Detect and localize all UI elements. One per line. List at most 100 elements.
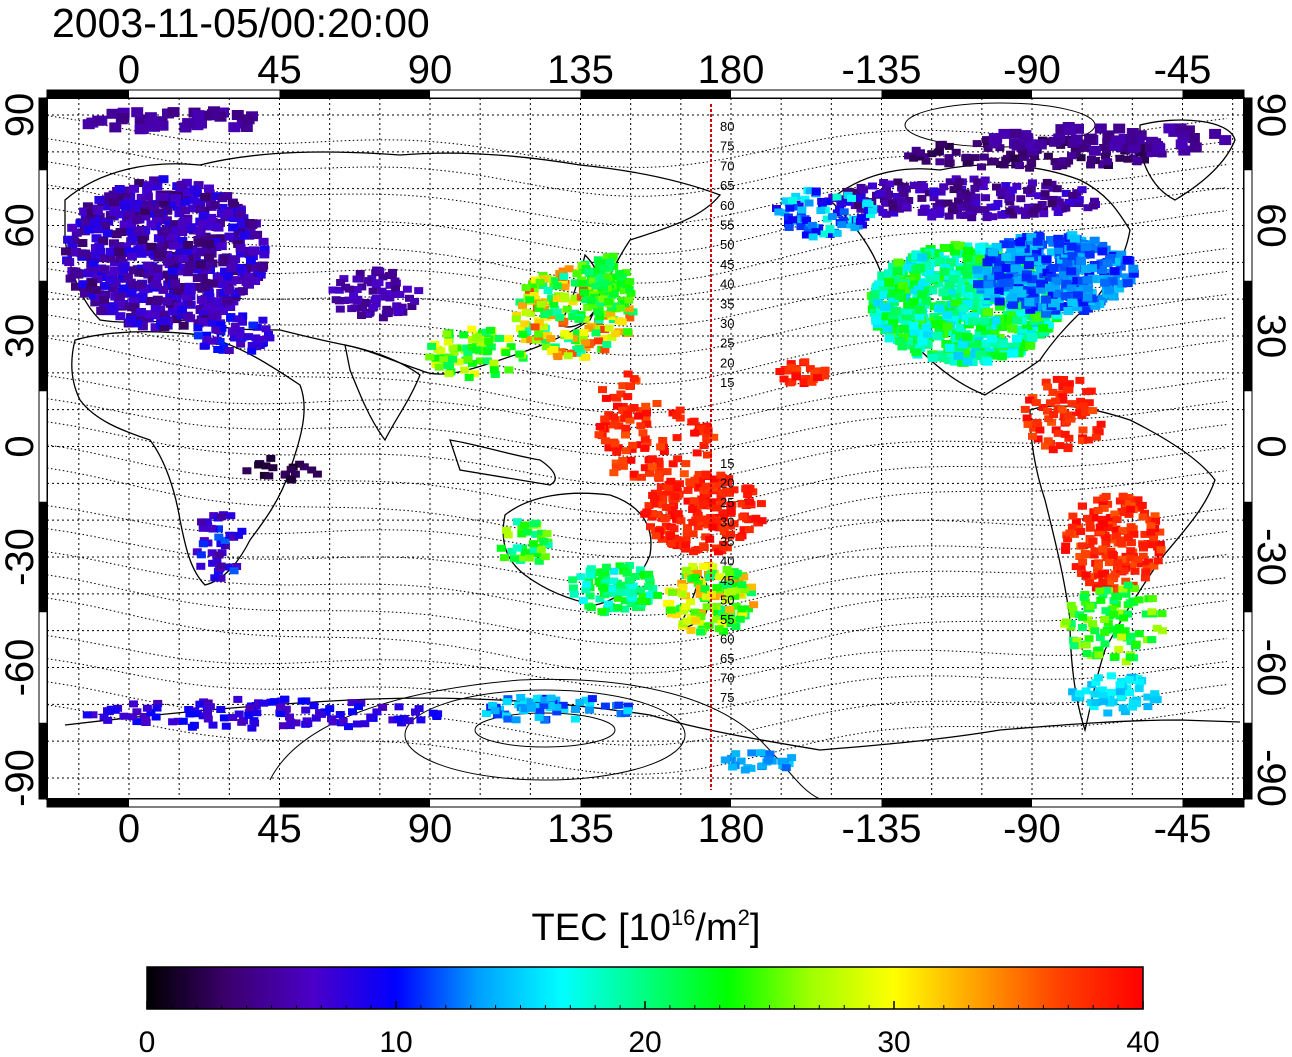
tec-patch [144,310,155,319]
tec-patch [387,271,397,278]
tec-patch [1115,142,1128,153]
tec-patch [383,310,393,317]
tec-patch [98,237,109,246]
tec-patch [1029,210,1039,218]
tec-patch [927,150,937,158]
tec-patch [1011,277,1022,286]
tec-patch [814,224,824,232]
tec-patch [526,704,536,712]
tec-patch [1047,418,1057,426]
tec-patch [239,230,250,239]
tec-patch [230,322,240,330]
tec-patch [178,254,189,263]
tec-patch [901,314,912,323]
tec-patch [672,611,682,619]
tec-patch [628,589,638,597]
tec-patch [1129,598,1139,606]
tec-patch [736,757,746,765]
tec-patch [925,275,936,284]
tec-patch [990,339,1001,348]
tec-patch [229,201,240,210]
tec-patch [957,203,967,211]
tec-patch [549,346,559,353]
tec-patch [917,194,927,202]
tec-patch [1105,578,1114,586]
tec-patch [1087,652,1097,660]
tec-patch [1076,257,1087,265]
tec-patch [881,199,891,207]
tec-patch [1104,574,1114,582]
tec-patch [1072,303,1083,312]
tec-patch [1050,285,1061,294]
tec-patch [1147,595,1157,602]
tec-patch [624,305,634,313]
tec-patch [1094,646,1104,654]
tec-patch [692,449,702,457]
tec-patch [1084,133,1097,144]
tec-patch [956,297,967,306]
tec-patch [1109,610,1119,618]
tec-patch [888,294,899,303]
axis-bar-segment [1244,98,1252,171]
tec-patch [108,302,119,311]
tec-patch [442,330,452,338]
tec-patch [198,310,209,318]
tec-patch [1067,400,1077,408]
tec-patch [712,602,722,610]
tec-patch [650,495,660,503]
tec-patch [1028,179,1037,187]
tec-patch [975,243,986,252]
tec-patch [786,363,796,371]
tec-patch [1131,700,1141,708]
tec-patch [361,309,371,317]
tec-patch [173,717,183,725]
tec-patch [888,199,897,207]
tec-patch [203,288,214,297]
tec-patch [1053,239,1064,248]
tec-patch [609,577,619,585]
tec-patch [576,573,586,581]
tec-patch [535,278,545,286]
tec-patch [286,465,296,473]
tec-patch [653,490,663,497]
tec-patch [86,284,96,292]
tec-patch [126,315,136,324]
tec-patch [1067,523,1077,531]
tec-patch [1108,550,1117,558]
tec-patch [176,181,187,190]
tec-patch [682,530,692,538]
tec-patch [105,254,116,263]
tec-patch [702,436,712,444]
tec-patch [1066,620,1076,627]
tec-patch [202,331,212,339]
tec-patch [518,330,528,338]
tec-patch [1087,274,1098,283]
tec-patch [598,583,607,591]
tec-patch [153,234,164,243]
tec-patch [1120,503,1130,511]
tec-patch [726,501,736,509]
tec-patch [693,523,703,531]
contour-label: 65 [720,651,734,666]
tec-patch [136,193,147,202]
tec-patch [552,708,562,716]
tec-patch [259,245,270,254]
tec-patch [642,508,652,516]
tec-patch [378,273,388,281]
tec-patch [744,498,754,506]
tec-patch [182,247,192,256]
tec-patch [184,706,194,713]
tec-patch [1065,415,1074,423]
tec-patch [1115,262,1126,271]
tec-patch [747,749,757,757]
tec-patch [204,184,214,193]
tec-patch [132,319,143,328]
tec-patch [699,544,709,551]
tec-patch [729,520,739,528]
tec-patch [880,302,891,311]
tec-patch [1130,585,1140,593]
tec-patch [229,533,239,541]
tec-patch [962,357,973,366]
tec-patch [1062,258,1073,267]
tec-patch [719,522,729,530]
